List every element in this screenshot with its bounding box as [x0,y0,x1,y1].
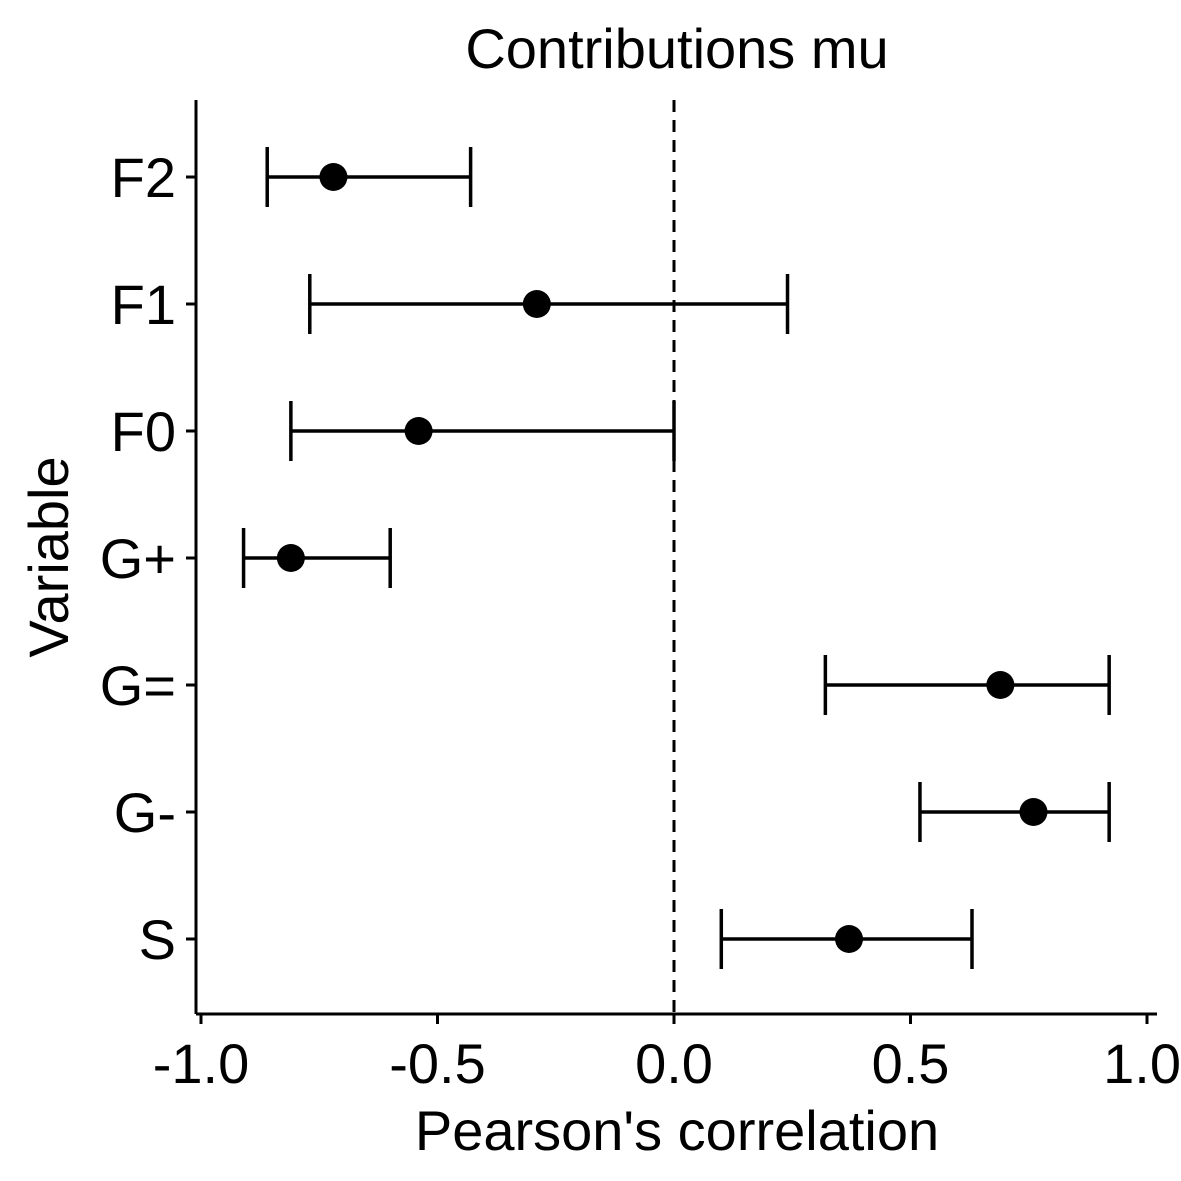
data-point [404,417,433,445]
x-tick-label: 0.5 [872,1032,950,1095]
y-tick-label: F1 [111,273,176,336]
data-point [986,671,1015,699]
errorbar-F1 [308,274,790,334]
x-tick-label: -0.5 [389,1032,486,1095]
plot-area [241,100,1111,1014]
y-tick-label: G+ [100,527,176,590]
x-tick-label: 1.0 [1103,1032,1181,1095]
data-point [835,925,864,953]
errorbar-F0 [289,401,676,461]
y-axis-label: Variable [17,456,80,657]
y-tick-label: F2 [111,146,176,209]
data-point [522,290,551,318]
y-tick-label: S [139,908,176,971]
errorbar-G+ [241,528,392,588]
y-tick-label: G= [100,654,176,717]
errorbar-G= [823,655,1111,715]
x-tick-label: -1.0 [153,1032,250,1095]
x-tick-label: 0.0 [635,1032,713,1095]
y-tick-label: G- [114,781,176,844]
errorbar-G- [918,782,1111,842]
data-point [319,163,348,191]
errorbar-S [719,909,974,969]
x-axis-label: Pearson's correlation [415,1099,939,1162]
chart-title: Contributions mu [465,17,888,80]
y-tick-label: F0 [111,400,176,463]
data-point [276,544,305,572]
errorbar-F2 [265,147,473,207]
data-point [1019,798,1048,826]
